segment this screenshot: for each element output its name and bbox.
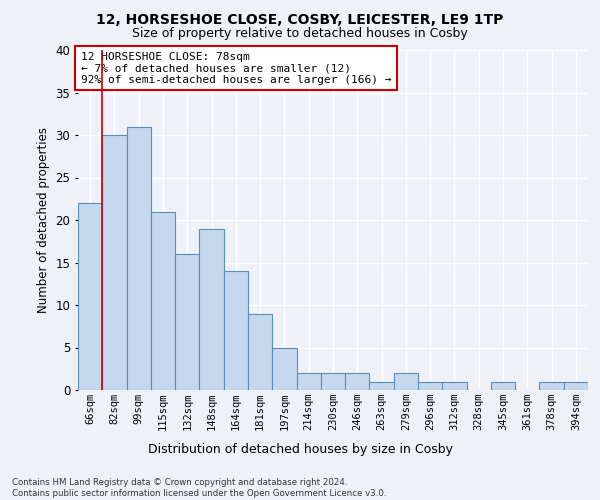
Bar (199, 228, 224, 390)
Bar (224, 271, 248, 390)
Bar (539, 382, 564, 390)
Bar (564, 382, 588, 390)
Bar (127, 126, 151, 390)
Text: 12, HORSESHOE CLOSE, COSBY, LEICESTER, LE9 1TP: 12, HORSESHOE CLOSE, COSBY, LEICESTER, L… (97, 12, 503, 26)
Bar (175, 254, 199, 390)
Bar (345, 373, 370, 390)
Bar (151, 212, 175, 390)
Y-axis label: Number of detached properties: Number of detached properties (37, 127, 50, 313)
Bar (442, 382, 467, 390)
Bar (248, 314, 272, 390)
Text: Contains HM Land Registry data © Crown copyright and database right 2024.
Contai: Contains HM Land Registry data © Crown c… (12, 478, 386, 498)
Text: 12 HORSESHOE CLOSE: 78sqm
← 7% of detached houses are smaller (12)
92% of semi-d: 12 HORSESHOE CLOSE: 78sqm ← 7% of detach… (80, 52, 391, 85)
Bar (394, 373, 418, 390)
Bar (418, 382, 442, 390)
Bar (491, 382, 515, 390)
Text: Distribution of detached houses by size in Cosby: Distribution of detached houses by size … (148, 442, 452, 456)
Bar (321, 373, 345, 390)
Bar (296, 373, 321, 390)
Bar (370, 382, 394, 390)
Bar (272, 348, 296, 390)
Bar (102, 135, 127, 390)
Text: Size of property relative to detached houses in Cosby: Size of property relative to detached ho… (132, 28, 468, 40)
Bar (78, 203, 102, 390)
